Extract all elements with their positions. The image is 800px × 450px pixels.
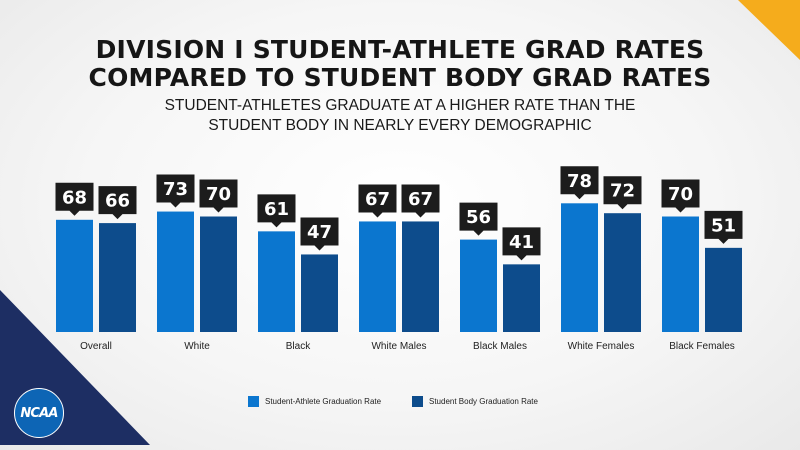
legend-swatch-student-athlete <box>248 396 259 407</box>
page-title: DIVISION I STUDENT-ATHLETE GRAD RATES CO… <box>0 36 800 92</box>
legend-label-student-body: Student Body Graduation Rate <box>429 397 538 406</box>
bar-student-body-black-females <box>705 247 742 332</box>
data-label-box-student-body-black-females <box>704 210 743 244</box>
category-label-black-males: Black Males <box>473 341 527 352</box>
category-label-black: Black <box>286 341 311 352</box>
bar-student-athlete-overall <box>56 219 93 332</box>
chart-legend: Student-Athlete Graduation Rate Student … <box>0 396 800 410</box>
bar-student-athlete-white <box>157 211 194 332</box>
data-label-student-body-overall: 66 <box>105 191 130 212</box>
category-label-white-females: White Females <box>568 341 635 352</box>
data-label-student-body-black: 47 <box>307 222 332 243</box>
data-label-box-student-body-white <box>199 179 238 213</box>
data-label-box-student-body-black <box>300 217 339 251</box>
bar-student-athlete-black <box>258 231 295 332</box>
title-line-1: DIVISION I STUDENT-ATHLETE GRAD RATES <box>95 35 705 64</box>
data-label-box-student-athlete-white-females <box>560 166 599 200</box>
legend-label-student-athlete: Student-Athlete Graduation Rate <box>265 397 382 406</box>
subtitle-line-2: STUDENT BODY IN NEARLY EVERY DEMOGRAPHIC <box>208 117 592 134</box>
data-label-student-body-white-females: 72 <box>610 181 635 202</box>
corner-accent-yellow <box>710 0 800 65</box>
bar-student-body-black-males <box>503 264 540 332</box>
bar-student-body-white-males <box>402 221 439 332</box>
category-label-black-females: Black Females <box>669 341 735 352</box>
bar-student-body-black <box>301 254 338 332</box>
data-label-student-athlete-white-females: 78 <box>567 171 592 192</box>
subtitle-line-1: STUDENT-ATHLETES GRADUATE AT A HIGHER RA… <box>164 97 636 114</box>
legend-item-student-athlete: Student-Athlete Graduation Rate <box>248 396 381 407</box>
bar-student-body-white <box>200 216 237 332</box>
category-label-white-males: White Males <box>371 341 426 352</box>
data-label-box-student-body-black-males <box>502 227 541 261</box>
legend-swatch-student-body <box>412 396 423 407</box>
data-label-student-athlete-black-males: 56 <box>466 207 491 228</box>
data-label-student-body-white: 70 <box>206 184 231 205</box>
data-label-student-body-black-females: 51 <box>711 215 736 236</box>
data-label-box-student-athlete-overall <box>55 182 94 216</box>
bar-student-athlete-black-males <box>460 239 497 332</box>
ncaa-logo: NCAA <box>14 388 64 438</box>
data-label-student-athlete-overall: 68 <box>62 187 87 208</box>
title-line-2: COMPARED TO STUDENT BODY GRAD RATES <box>88 63 712 92</box>
data-label-student-body-black-males: 41 <box>509 232 534 253</box>
bar-student-body-overall <box>99 223 136 332</box>
category-label-overall: Overall <box>80 341 112 352</box>
data-label-box-student-athlete-black <box>257 194 296 228</box>
legend-item-student-body: Student Body Graduation Rate <box>412 396 538 407</box>
bar-student-athlete-white-males <box>359 221 396 332</box>
data-label-student-athlete-black: 61 <box>264 199 289 220</box>
page-subtitle: STUDENT-ATHLETES GRADUATE AT A HIGHER RA… <box>0 96 800 136</box>
data-label-box-student-body-white-females <box>603 176 642 210</box>
data-label-box-student-body-overall <box>98 186 137 220</box>
data-label-box-student-athlete-black-males <box>459 202 498 236</box>
data-label-box-student-athlete-white-males <box>358 184 397 218</box>
bar-student-athlete-black-females <box>662 216 699 332</box>
data-label-student-athlete-white-males: 67 <box>365 189 390 210</box>
data-label-box-student-athlete-black-females <box>661 179 700 213</box>
data-label-box-student-body-white-males <box>401 184 440 218</box>
data-label-student-body-white-males: 67 <box>408 189 433 210</box>
data-label-student-athlete-black-females: 70 <box>668 184 693 205</box>
category-label-white: White <box>184 341 210 352</box>
data-label-box-student-athlete-white <box>156 174 195 208</box>
bar-student-body-white-females <box>604 213 641 332</box>
ncaa-logo-text: NCAA <box>20 405 58 421</box>
data-label-student-athlete-white: 73 <box>163 179 188 200</box>
bar-student-athlete-white-females <box>561 203 598 332</box>
